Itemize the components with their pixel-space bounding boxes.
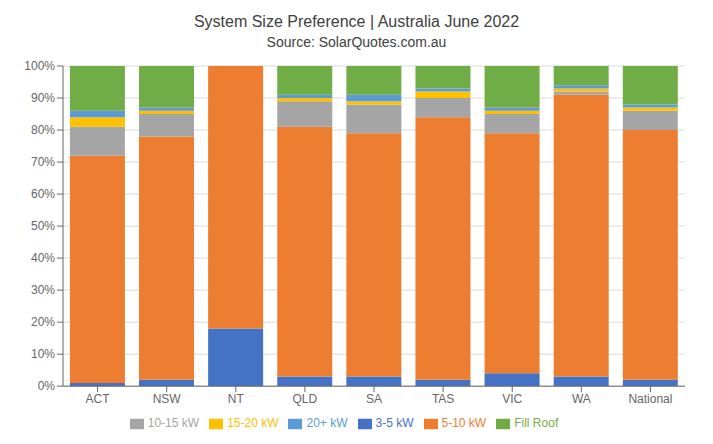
- svg-text:WA: WA: [572, 392, 591, 406]
- svg-text:QLD: QLD: [293, 392, 318, 406]
- svg-text:40%: 40%: [31, 251, 55, 265]
- html-text:15-20 kW: 15-20 kW: [227, 416, 279, 431]
- html-text:3-5 kW: 3-5 kW: [375, 416, 414, 431]
- svg-text:50%: 50%: [31, 219, 55, 233]
- svg-text:80%: 80%: [31, 123, 55, 137]
- svg-text:10%: 10%: [31, 347, 55, 361]
- svg-text:ACT: ACT: [86, 392, 111, 406]
- html-text:5-10 kW: 5-10 kW: [441, 416, 487, 431]
- svg-text:30%: 30%: [31, 283, 55, 297]
- svg-text:70%: 70%: [31, 155, 55, 169]
- svg-text:NT: NT: [228, 392, 245, 406]
- svg-text:VIC: VIC: [502, 392, 522, 406]
- html-text:20+ kW: 20+ kW: [306, 416, 348, 431]
- svg-text:100%: 100%: [24, 59, 55, 73]
- svg-text:NSW: NSW: [153, 392, 182, 406]
- svg-text:TAS: TAS: [432, 392, 454, 406]
- svg-text:90%: 90%: [31, 91, 55, 105]
- html-text:System Size Preference | Austr: System Size Preference | Australia June …: [193, 13, 520, 30]
- svg-text:SA: SA: [366, 392, 382, 406]
- svg-text:National: National: [628, 392, 672, 406]
- svg-text:0%: 0%: [38, 379, 56, 393]
- html-text:10-15 kW: 10-15 kW: [147, 416, 200, 431]
- svg-text:60%: 60%: [31, 187, 55, 201]
- svg-text:20%: 20%: [31, 315, 55, 329]
- html-text:Source: SolarQuotes.com.au: Source: SolarQuotes.com.au: [266, 34, 447, 50]
- html-text:Fill Roof: Fill Roof: [514, 416, 559, 431]
